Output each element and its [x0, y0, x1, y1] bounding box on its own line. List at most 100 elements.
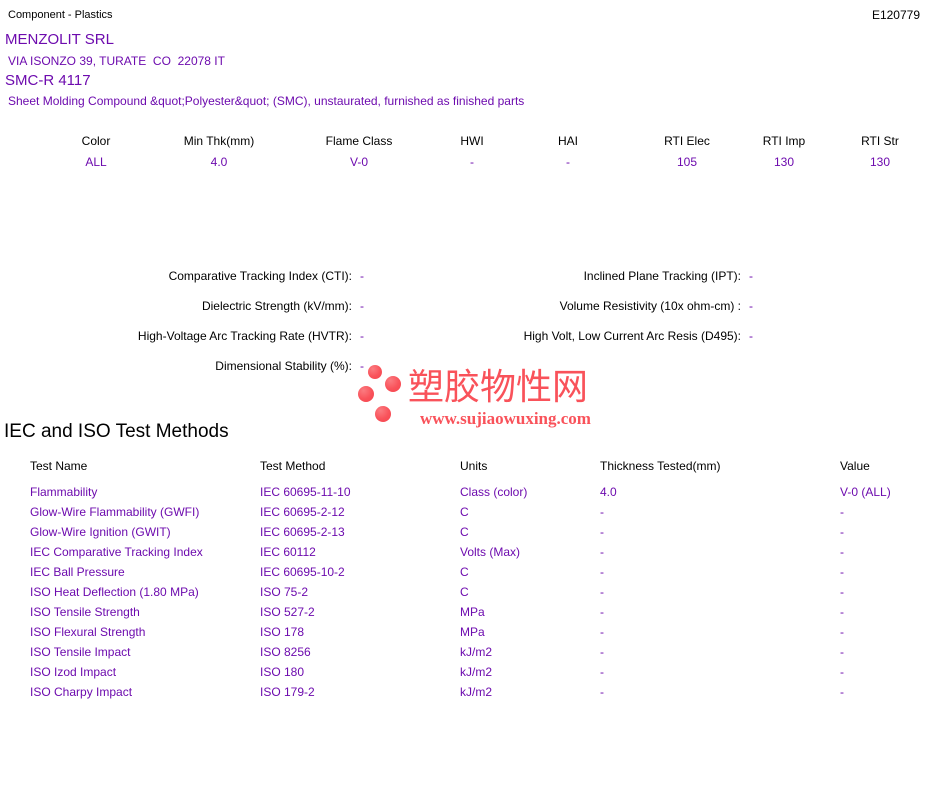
table-cell: kJ/m2 [460, 645, 493, 659]
table-cell: - [600, 625, 604, 639]
methods-table-body: Flammability IEC 60695-11-10 Class (color)… [0, 485, 950, 705]
table-row: Glow-Wire Flammability (GWFI) IEC 60695-2… [30, 505, 950, 525]
table-cell: - [840, 525, 844, 539]
table-cell: kJ/m2 [460, 665, 493, 679]
table-cell: IEC 60112 [260, 545, 316, 559]
table-cell: ISO Charpy Impact [30, 685, 133, 699]
property-row-volume-resistivity: Volume Resistivity (10x ohm-cm) :- [390, 299, 820, 314]
table-cell: C [460, 565, 469, 579]
property-row-dielectric: Dielectric Strength (kV/mm): - [0, 299, 430, 314]
property-row-d495: High Volt, Low Current Arc Resis (D495):… [390, 329, 820, 344]
column-value: - [565, 155, 570, 169]
property-label: Volume Resistivity (10x ohm-cm) : [559, 299, 741, 313]
table-cell: V-0 (ALL) [840, 485, 891, 499]
table-cell: ISO 8256 [260, 645, 311, 659]
table-cell: - [840, 565, 844, 579]
property-value: - [360, 359, 364, 373]
logo-dot-icon [368, 365, 382, 379]
property-value: - [360, 299, 364, 313]
column-header: Min Thk(mm) [183, 134, 255, 148]
table-cell: ISO 75-2 [260, 585, 309, 599]
ratings-column-rti-elec: RTI Elec 105 [664, 134, 710, 169]
table-cell: kJ/m2 [460, 685, 493, 699]
table-cell: C [460, 585, 469, 599]
table-cell: IEC 60695-10-2 [260, 565, 345, 579]
table-cell: Flammability [30, 485, 98, 499]
product-name: SMC-R 4117 [5, 72, 91, 89]
table-cell: - [600, 545, 604, 559]
company-name: MENZOLIT SRL [5, 31, 114, 48]
table-cell: ISO Tensile Strength [30, 605, 140, 619]
table-cell: C [460, 525, 469, 539]
table-cell: IEC Ball Pressure [30, 565, 125, 579]
column-value: V-0 [349, 155, 368, 169]
column-header: Color [81, 134, 111, 148]
table-cell: Volts (Max) [460, 545, 521, 559]
column-header-test-method: Test Method [260, 459, 326, 473]
ratings-column-hai: HAI - [558, 134, 578, 169]
section-title: IEC and ISO Test Methods [4, 421, 229, 442]
table-cell: Glow-Wire Ignition (GWIT) [30, 525, 171, 539]
ratings-column-rti-imp: RTI Imp 130 [763, 134, 805, 169]
logo-dot-icon [385, 376, 401, 392]
property-row-ipt: Inclined Plane Tracking (IPT): - [390, 269, 820, 284]
table-cell: - [840, 585, 844, 599]
table-cell: - [840, 545, 844, 559]
table-cell: ISO Izod Impact [30, 665, 117, 679]
table-row: IEC Ball Pressure IEC 60695-10-2 C - - [30, 565, 950, 585]
column-value: ALL [85, 155, 107, 169]
table-cell: - [600, 645, 604, 659]
property-label: Dielectric Strength (kV/mm): [201, 299, 352, 313]
property-label: High Volt, Low Current Arc Resis (D495): [523, 329, 741, 343]
logo-site-name: 塑胶物性网 [408, 366, 589, 407]
column-header-thickness: Thickness Tested(mm) [600, 459, 721, 473]
table-row: Flammability IEC 60695-11-10 Class (color)… [30, 485, 950, 505]
property-row-cti: Comparative Tracking Index (CTI): - [0, 269, 430, 284]
ratings-column-hwi: HWI - [460, 134, 483, 169]
table-row: ISO Flexural Strength ISO 178 MPa - - [30, 625, 950, 645]
property-label: Dimensional Stability (%): [215, 359, 352, 373]
table-cell: - [600, 605, 604, 619]
table-cell: IEC 60695-11-10 [260, 485, 351, 499]
logo-site-url[interactable]: www.sujiaowuxing.com [420, 409, 591, 428]
table-cell: IEC 60695-2-12 [260, 505, 345, 519]
table-cell: 4.0 [600, 485, 617, 499]
ratings-column-rti-str: RTI Str 130 [861, 134, 899, 169]
table-cell: ISO Flexural Strength [30, 625, 146, 639]
methods-table: Test Name Test Method Units Thickness Te… [0, 459, 950, 705]
table-cell: - [840, 505, 844, 519]
table-cell: - [840, 665, 844, 679]
column-value: 130 [773, 155, 795, 169]
column-value: 4.0 [210, 155, 228, 169]
column-value: - [469, 155, 474, 169]
table-cell: - [600, 525, 604, 539]
table-cell: - [840, 625, 844, 639]
column-header: RTI Elec [664, 134, 710, 148]
table-row: Glow-Wire Ignition (GWIT) IEC 60695-2-13 C… [30, 525, 950, 545]
property-value: - [360, 269, 364, 283]
ratings-column-color: Color ALL [82, 134, 111, 169]
ul-file-number: E120779 [871, 8, 920, 22]
table-cell: - [840, 645, 844, 659]
sujiaowuxing-logo[interactable]: 塑胶物性网 www.sujiaowuxing.com [353, 362, 598, 432]
table-cell: MPa [460, 605, 485, 619]
ratings-table: Color ALL Min Thk(mm) 4.0 Flame Class V-… [0, 134, 950, 174]
column-header: Flame Class [325, 134, 393, 148]
table-cell: - [600, 685, 604, 699]
table-row: ISO Charpy Impact ISO 179-2 kJ/m2 - - [30, 685, 950, 705]
property-value: - [749, 299, 753, 313]
table-row: IEC Comparative Tracking Index IEC 60112 V… [30, 545, 950, 565]
column-header: HAI [557, 134, 579, 148]
property-row-hvtr: High-Voltage Arc Tracking Rate (HVTR): - [0, 329, 430, 344]
property-value: - [749, 269, 753, 283]
table-row: ISO Tensile Impact ISO 8256 kJ/m2 - - [30, 645, 950, 665]
table-cell: C [460, 505, 469, 519]
table-cell: - [600, 565, 604, 579]
property-label: Inclined Plane Tracking (IPT): [583, 269, 741, 283]
property-value: - [749, 329, 753, 343]
table-cell: ISO 178 [260, 625, 305, 639]
column-header: HWI [460, 134, 484, 148]
table-cell: - [600, 585, 604, 599]
table-header-row: Test Name Test Method Units Thickness Te… [30, 459, 950, 479]
table-cell: - [840, 605, 844, 619]
